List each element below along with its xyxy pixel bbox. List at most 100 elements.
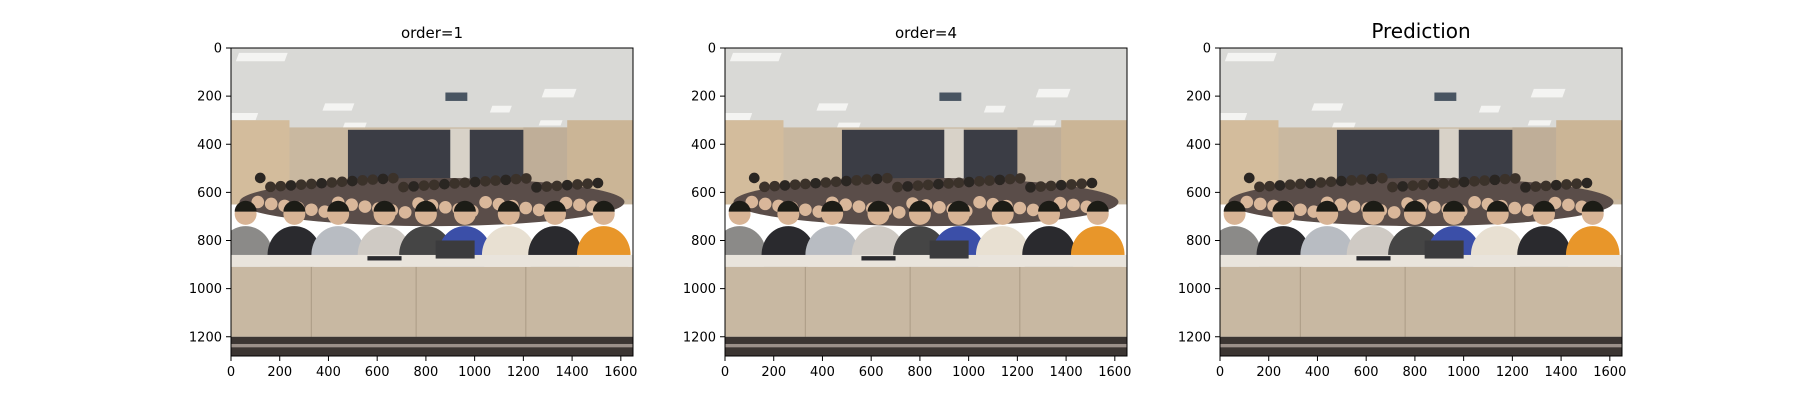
ceiling-lamp xyxy=(725,112,753,121)
x-tick-label: 400 xyxy=(316,365,341,380)
face-middle xyxy=(519,201,533,215)
head-back xyxy=(984,175,995,186)
desk-top xyxy=(231,254,633,267)
head-back xyxy=(1086,177,1098,189)
x-tick-label: 200 xyxy=(761,365,786,380)
front-row-hair xyxy=(1086,200,1109,212)
head-back xyxy=(748,172,760,184)
photo-1 xyxy=(725,48,1127,356)
head-back xyxy=(398,181,409,193)
head-back xyxy=(851,175,862,186)
y-tick-label: 200 xyxy=(197,90,222,105)
x-tick-label: 1600 xyxy=(1098,365,1131,380)
x-tick-label: 0 xyxy=(227,365,235,380)
head-back xyxy=(357,175,368,186)
head-back xyxy=(265,181,276,193)
face-middle xyxy=(799,203,812,216)
desk-front xyxy=(1220,266,1622,337)
head-back xyxy=(1540,180,1552,192)
face-middle xyxy=(933,201,946,214)
head-back xyxy=(541,181,553,192)
head-back xyxy=(1438,178,1450,189)
image-area xyxy=(725,48,1127,356)
head-back xyxy=(892,181,903,193)
head-back xyxy=(871,173,883,185)
head-back xyxy=(1499,173,1511,185)
head-back xyxy=(1417,179,1429,191)
face-middle xyxy=(1067,198,1080,212)
axes-frame xyxy=(1219,47,1623,357)
front-row-hair xyxy=(1362,200,1385,212)
head-back xyxy=(1346,175,1357,186)
x-tick-label: 1000 xyxy=(1447,365,1480,380)
desk-front xyxy=(231,266,633,337)
y-tick-label: 400 xyxy=(197,138,222,153)
face-middle xyxy=(1240,195,1254,209)
head-back xyxy=(1561,179,1572,190)
head-back xyxy=(800,178,811,190)
panel-order-1: order=1 0 200 400 600 800 1000 1200 1400 1600 0 200… xyxy=(189,24,637,380)
y-tick-label: 400 xyxy=(691,138,716,153)
ceiling-lamp xyxy=(342,122,367,128)
face-middle xyxy=(1026,203,1040,217)
photo-2 xyxy=(1220,48,1622,356)
head-back xyxy=(469,176,481,188)
photo-0 xyxy=(231,48,633,356)
ceiling-lamp xyxy=(538,120,563,126)
front-row-hair xyxy=(947,200,970,212)
head-back xyxy=(459,177,471,189)
head-back xyxy=(449,178,461,189)
panel-title: order=4 xyxy=(895,24,957,42)
head-back xyxy=(275,180,287,192)
head-back xyxy=(500,174,512,186)
ceiling-lamp xyxy=(1220,112,1248,121)
head-back xyxy=(1581,177,1593,189)
face-middle xyxy=(1294,203,1307,216)
x-tick-label: 1600 xyxy=(604,365,637,380)
face-middle xyxy=(305,203,318,216)
head-back xyxy=(510,173,522,185)
front-row-hair xyxy=(821,200,844,212)
laptop xyxy=(1424,240,1464,259)
ceiling-lamp xyxy=(235,52,288,62)
x-tick-label: 1600 xyxy=(1593,365,1626,380)
head-back xyxy=(1045,180,1057,192)
head-back xyxy=(1509,173,1521,184)
x-tick-label: 1400 xyxy=(1545,365,1578,380)
head-back xyxy=(1571,178,1583,190)
face-middle xyxy=(1521,203,1535,217)
panel-title: Prediction xyxy=(1371,19,1470,43)
front-row-hair xyxy=(544,200,566,212)
head-back xyxy=(1325,176,1337,188)
head-back xyxy=(1479,175,1490,186)
tablet xyxy=(1356,256,1391,261)
y-tick-label: 1000 xyxy=(189,282,222,297)
head-back xyxy=(1468,176,1480,187)
x-tick-label: 200 xyxy=(267,365,292,380)
head-back xyxy=(531,182,542,193)
front-row-hair xyxy=(777,200,800,212)
head-back xyxy=(1066,179,1077,190)
face-middle xyxy=(1468,195,1481,209)
x-tick-label: 400 xyxy=(810,365,835,380)
x-tick-label: 1000 xyxy=(458,365,491,380)
x-tick-label: 0 xyxy=(1216,365,1224,380)
tablet xyxy=(861,256,896,261)
pillar xyxy=(944,128,964,187)
head-back xyxy=(1550,179,1562,191)
ceiling-lamp xyxy=(1224,52,1277,62)
laptop xyxy=(929,240,969,259)
head-back xyxy=(326,177,338,188)
head-back xyxy=(1458,176,1470,188)
x-tick-label: 1200 xyxy=(507,365,540,380)
ceiling-lamp xyxy=(1530,88,1566,98)
y-tick-label: 0 xyxy=(1203,42,1211,57)
x-tick-label: 600 xyxy=(365,365,390,380)
head-back xyxy=(902,181,914,192)
face-middle xyxy=(573,198,586,212)
x-tick-label: 1200 xyxy=(1001,365,1034,380)
head-back xyxy=(572,179,583,190)
head-back xyxy=(295,179,307,190)
x-tick-label: 1400 xyxy=(1050,365,1083,380)
x-tick-label: 600 xyxy=(1354,365,1379,380)
